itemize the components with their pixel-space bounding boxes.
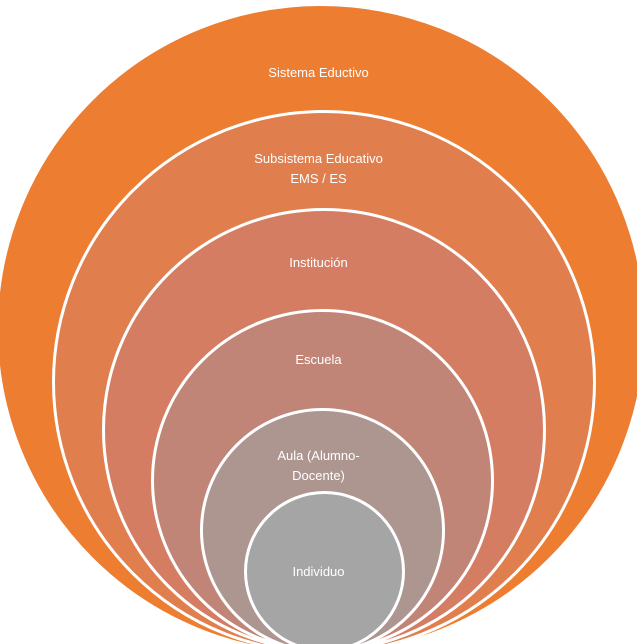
label-aula: Aula (Alumno- Docente) — [260, 446, 377, 486]
label-escuela: Escuela — [0, 350, 637, 370]
label-line: Docente) — [292, 468, 345, 483]
label-line: Institución — [289, 255, 348, 270]
label-line: Subsistema Educativo — [254, 151, 383, 166]
label-line: Sistema Eductivo — [268, 65, 369, 80]
label-line: Escuela — [295, 352, 342, 367]
label-individuo: Individuo — [0, 562, 637, 582]
circle-individuo — [244, 491, 405, 644]
label-subsistema-educativo: Subsistema Educativo EMS / ES — [0, 149, 637, 189]
label-institucion: Institución — [0, 253, 637, 273]
label-line: Individuo — [292, 564, 345, 579]
label-line: EMS / ES — [290, 171, 347, 186]
label-sistema-educativo: Sistema Eductivo — [0, 63, 637, 83]
label-line: Aula (Alumno- — [277, 448, 360, 463]
